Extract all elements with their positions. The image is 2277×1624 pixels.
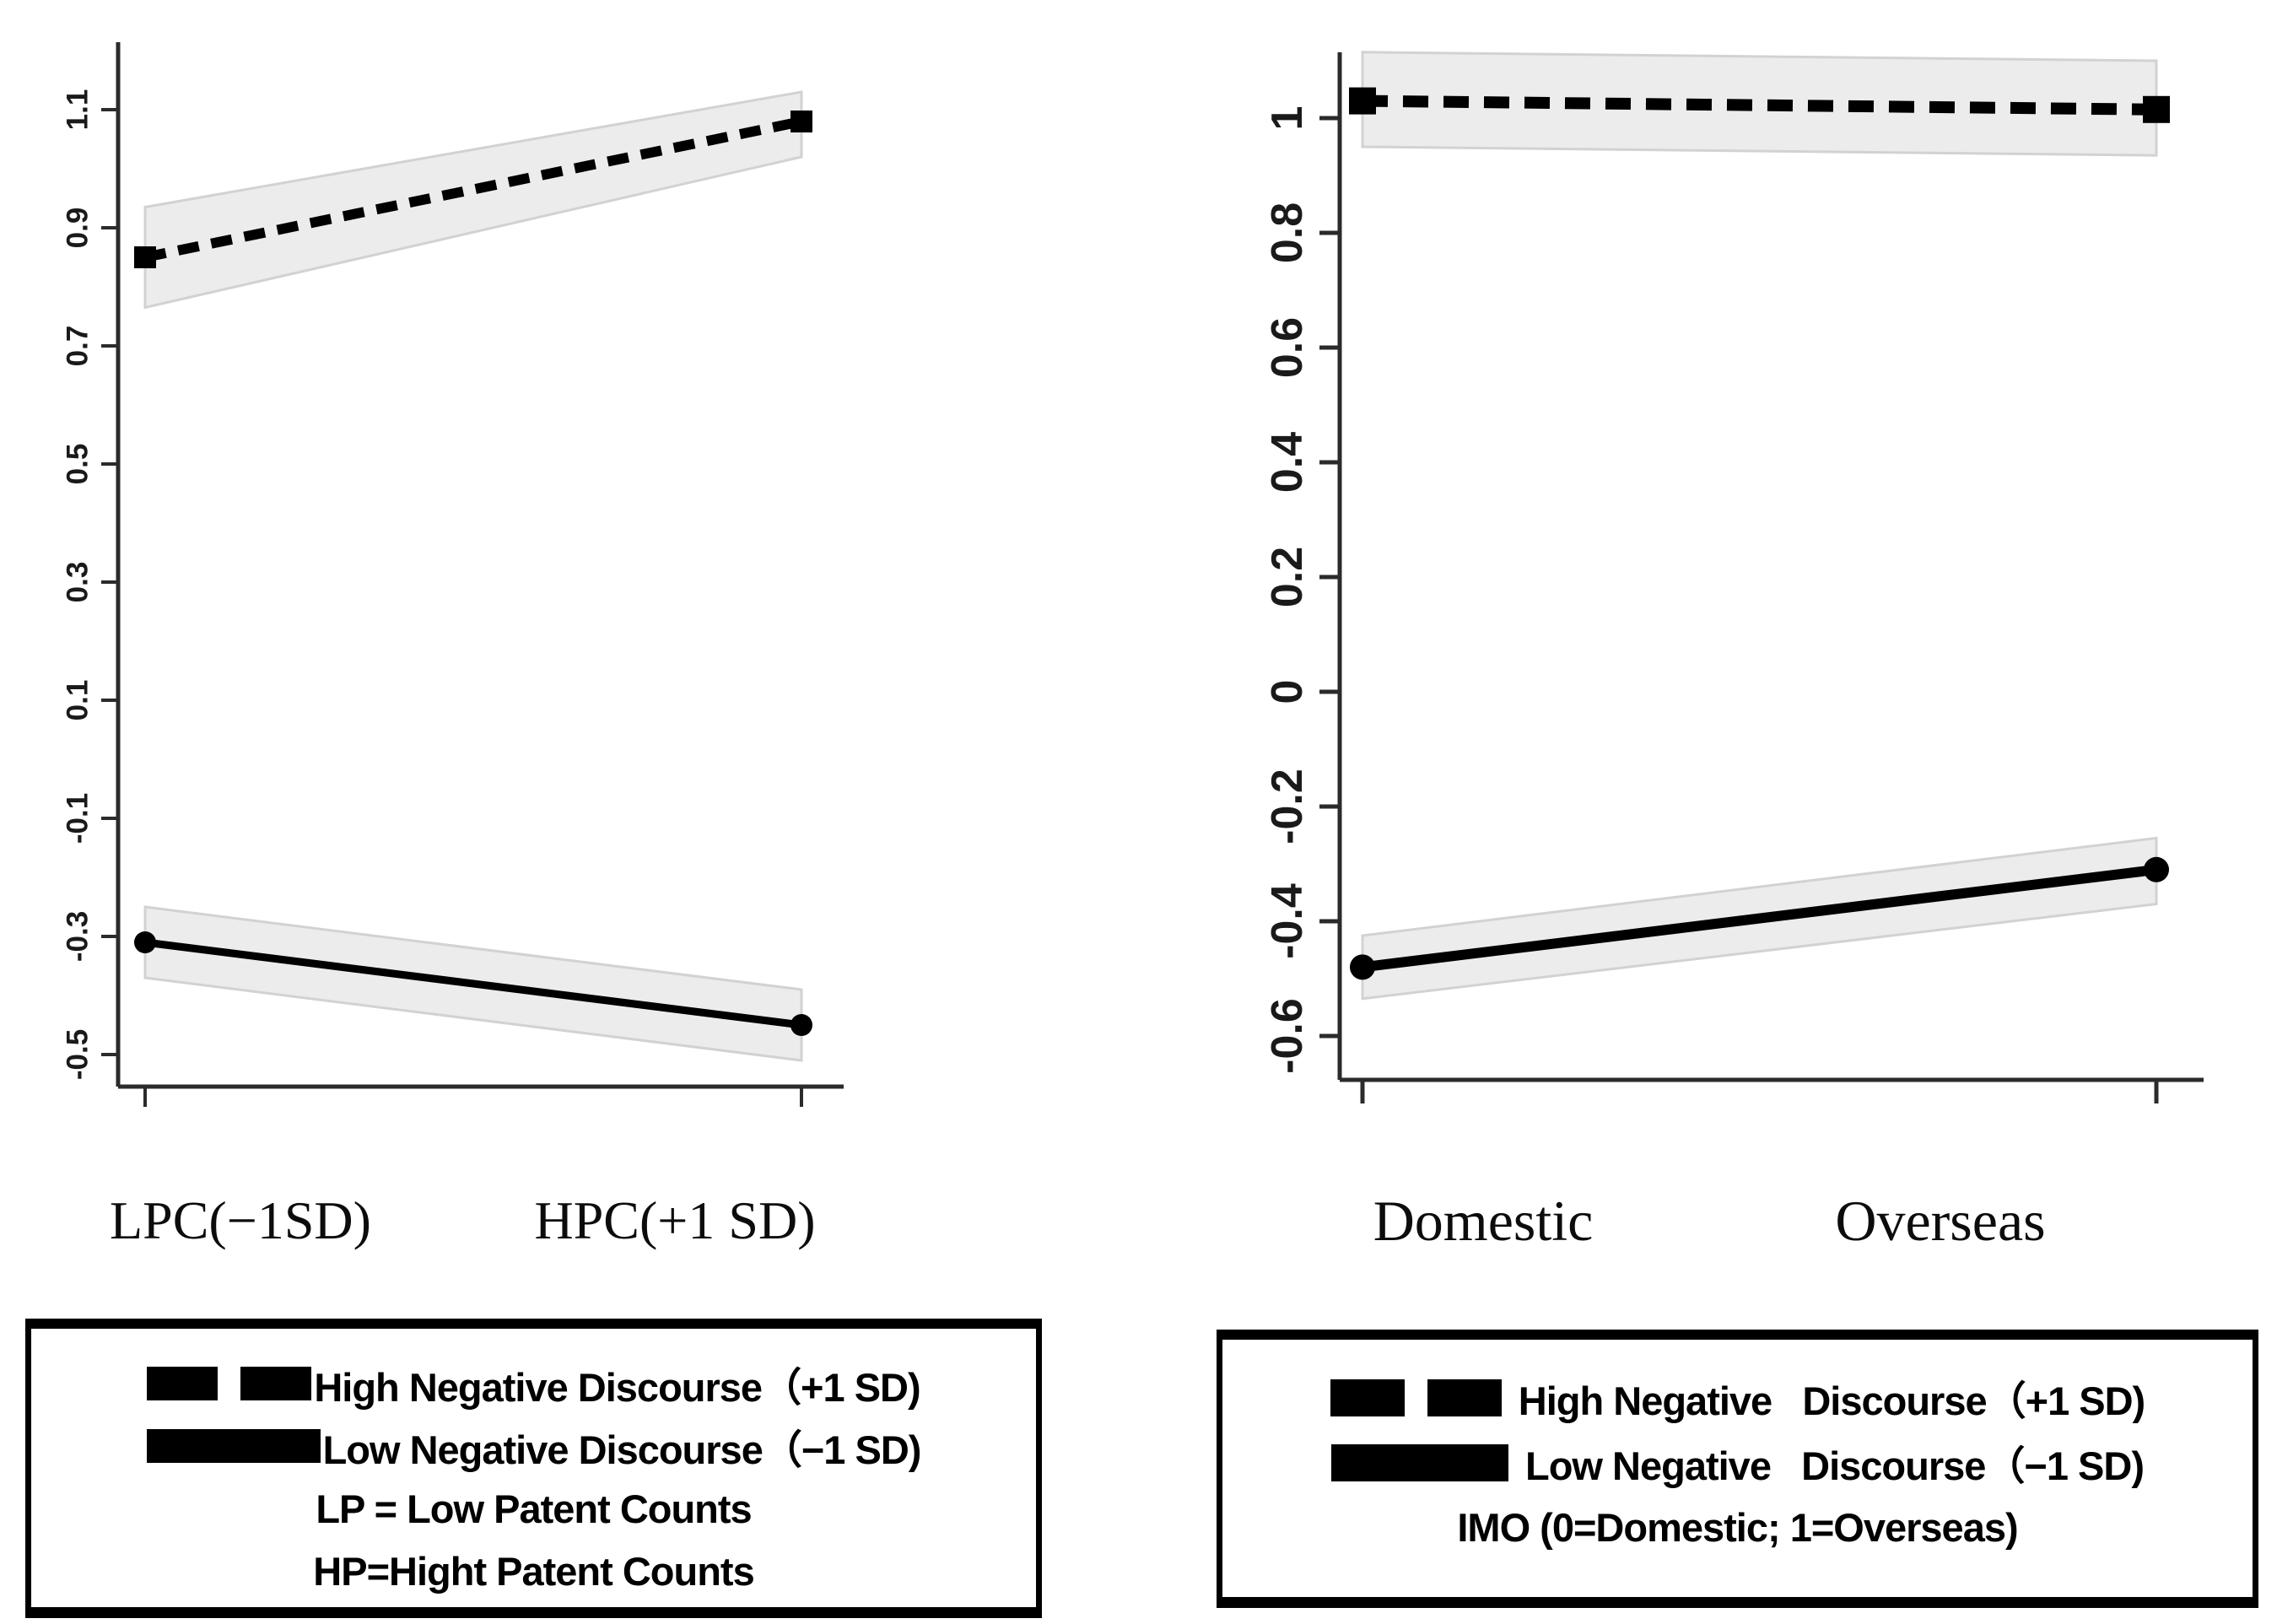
x-category-label: LPC(−1SD): [110, 1190, 371, 1250]
data-point-marker-square: [1349, 87, 1376, 115]
y-tick-label: -0.4: [1263, 883, 1312, 959]
legend-note-imo: IMO (0=Domestic; 1=Overseas): [1457, 1505, 2018, 1550]
data-point-marker-square: [134, 246, 156, 268]
solid-line-swatch-icon: [146, 1429, 321, 1463]
data-point-marker-circle: [1350, 954, 1375, 980]
confidence-band-dashed: [1361, 51, 2158, 157]
y-tick-label: 0.2: [1263, 547, 1312, 607]
legend-entry-low-negative: Low Negative Discourse（−1 SD): [1222, 1430, 2253, 1495]
confidence-band-dashed: [143, 90, 803, 310]
data-point-marker-square: [2143, 95, 2170, 123]
series-line-dashed: [1362, 94, 2157, 116]
y-tick-label: 0.3: [62, 562, 94, 603]
dashed-line-swatch-icon: [147, 1367, 312, 1400]
solid-line-swatch-icon: [1331, 1443, 1508, 1481]
legend-box-imo-chart: High Negative Discourse（+1 SD) Low Negat…: [1217, 1330, 2258, 1608]
y-tick-label: 0.5: [62, 444, 94, 485]
y-tick-label: 0: [1263, 680, 1312, 704]
data-point-marker-circle: [2144, 856, 2169, 882]
patent-counts-interaction-panel: 1.1 0.9 0.7 0.5 0.3 0.1 -0.1 -0.3 -0.5 LPC(−1SD) H…: [62, 42, 844, 1250]
data-point-marker-square: [790, 111, 812, 132]
y-tick-label: -0.2: [1263, 769, 1312, 844]
y-tick-label: 0.6: [1263, 317, 1312, 378]
dashed-line-swatch-icon: [1330, 1379, 1502, 1416]
x-category-label: HPC(+1 SD): [534, 1190, 815, 1250]
interaction-plots: 1.1 0.9 0.7 0.5 0.3 0.1 -0.1 -0.3 -0.5 LPC(−1SD) H…: [62, 42, 2204, 1253]
legend-entry-label: High Negative Discourse（+1 SD): [314, 1364, 920, 1410]
series-line-solid: [1362, 864, 2157, 973]
x-category-label: Overseas: [1835, 1189, 2045, 1253]
data-point-marker-circle: [790, 1014, 812, 1036]
y-tick-label: 0.4: [1263, 432, 1312, 493]
y-tick-label: 0.1: [62, 680, 94, 721]
legend-box-patent-chart: High Negative Discourse（+1 SD) Low Negat…: [25, 1319, 1042, 1618]
legend-entry-high-negative: High Negative Discourse（+1 SD): [1222, 1365, 2253, 1430]
y-tick-label: -0.6: [1263, 998, 1312, 1074]
y-tick-label: -0.1: [62, 793, 94, 844]
imo-interaction-panel: 1 0.8 0.6 0.4 0.2 0 -0.2 -0.4 -0.6 Domestic Overse…: [1263, 51, 2204, 1253]
legend-note-hp: HP=Hight Patent Counts: [313, 1548, 754, 1594]
y-tick-label: 1.1: [62, 89, 94, 131]
y-tick-label: 1: [1263, 106, 1312, 131]
y-tick-label: -0.3: [62, 911, 94, 962]
y-tick-label: -0.5: [62, 1029, 94, 1080]
legend-entry-label: High Negative Discourse（+1 SD): [1518, 1379, 2145, 1423]
y-tick-label: 0.9: [62, 208, 94, 249]
series-line-dashed: [143, 116, 803, 262]
y-tick-label: 0.8: [1263, 202, 1312, 263]
legend-entry-label: Low Negative Discourse（−1 SD): [1525, 1443, 2145, 1488]
legend-entry-low-negative: Low Negative Discourse（−1 SD): [31, 1415, 1036, 1477]
legend-entry-label: Low Negative Discourse（−1 SD): [322, 1427, 922, 1472]
series-line-solid: [144, 938, 802, 1029]
legend-entry-high-negative: High Negative Discourse（+1 SD): [31, 1352, 1036, 1415]
legend-note-lp: LP = Low Patent Counts: [316, 1486, 752, 1531]
y-tick-label: 0.7: [62, 326, 94, 367]
x-category-label: Domestic: [1373, 1189, 1594, 1253]
data-point-marker-circle: [134, 931, 156, 953]
